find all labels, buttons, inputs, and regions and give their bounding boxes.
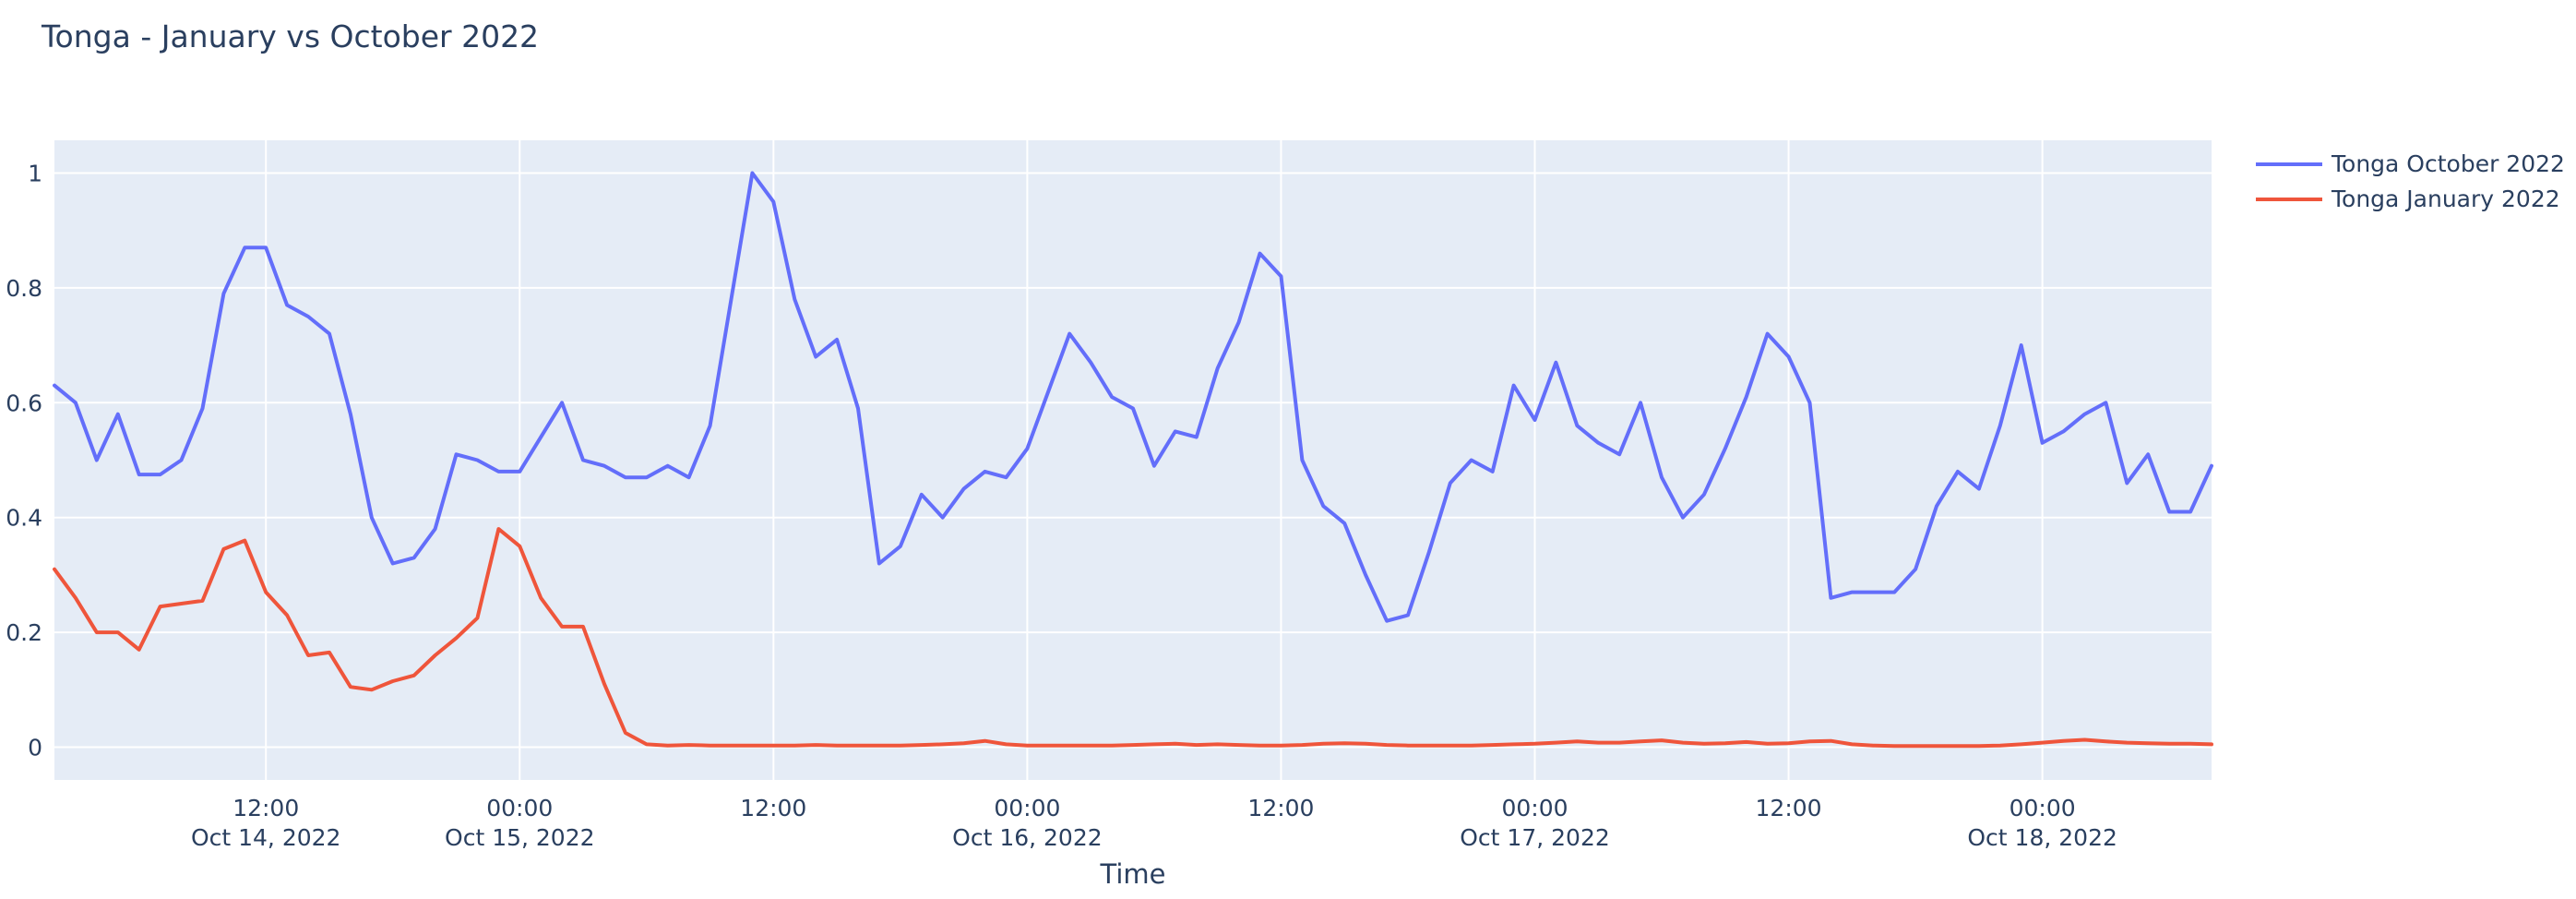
x-tick-time: 12:00 <box>1756 795 1822 821</box>
legend-line-january-icon <box>2256 197 2322 201</box>
y-tick-label: 0.8 <box>6 275 42 302</box>
y-tick-label: 0.4 <box>6 505 42 532</box>
x-tick-time: 00:00 <box>486 795 553 821</box>
x-tick-date: Oct 15, 2022 <box>445 824 595 851</box>
legend: Tonga October 2022 Tonga January 2022 <box>2256 150 2565 212</box>
legend-label-january: Tonga January 2022 <box>2332 186 2560 212</box>
x-tick-time: 12:00 <box>740 795 806 821</box>
x-tick-date: Oct 14, 2022 <box>191 824 341 851</box>
y-tick-label: 0.6 <box>6 390 42 416</box>
x-tick-time: 00:00 <box>2010 795 2076 821</box>
x-axis-title: Time <box>1100 858 1166 890</box>
x-tick-date: Oct 17, 2022 <box>1460 824 1610 851</box>
x-tick-time: 00:00 <box>1501 795 1568 821</box>
chart-title: Tonga - January vs October 2022 <box>42 18 540 54</box>
plot-area <box>54 140 2212 780</box>
x-tick-time: 12:00 <box>1247 795 1314 821</box>
x-tick-time: 12:00 <box>233 795 299 821</box>
january-series-line[interactable] <box>53 527 2213 749</box>
legend-item-january[interactable]: Tonga January 2022 <box>2256 186 2565 212</box>
x-tick-time: 00:00 <box>994 795 1060 821</box>
october-series-line[interactable] <box>53 171 2213 623</box>
x-tick-date: Oct 16, 2022 <box>952 824 1103 851</box>
legend-item-october[interactable]: Tonga October 2022 <box>2256 150 2565 177</box>
legend-label-october: Tonga October 2022 <box>2332 150 2565 177</box>
y-tick-label: 0.2 <box>6 619 42 646</box>
x-tick-date: Oct 18, 2022 <box>1967 824 2117 851</box>
legend-line-october-icon <box>2256 162 2322 166</box>
y-tick-label: 1 <box>28 160 42 186</box>
y-tick-label: 0 <box>28 735 42 761</box>
